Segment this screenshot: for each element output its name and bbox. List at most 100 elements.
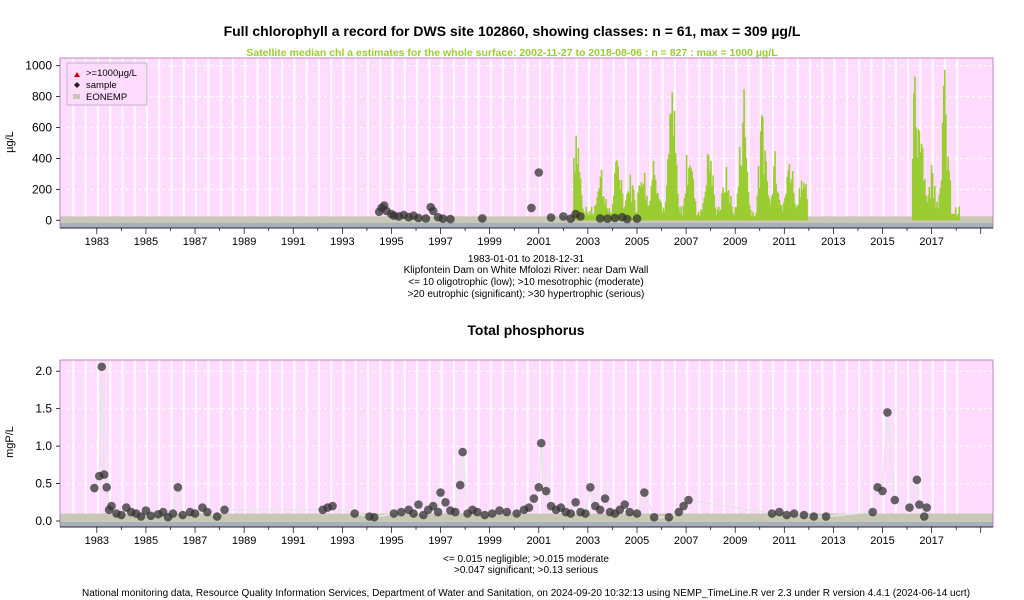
sample-point — [502, 507, 512, 517]
coverage-stripe — [391, 360, 394, 527]
satellite-bar — [775, 183, 777, 221]
sample-point — [640, 488, 649, 497]
satellite-bar — [668, 153, 670, 221]
sample-point — [922, 503, 932, 512]
sample-point — [396, 507, 406, 517]
satellite-bar — [602, 196, 605, 221]
satellite-bar — [638, 185, 640, 221]
satellite-bar — [736, 193, 739, 221]
satellite-bar — [745, 158, 748, 221]
x-tick-label: 1985 — [134, 236, 158, 248]
coverage-stripe — [882, 360, 885, 527]
satellite-bar — [661, 212, 664, 221]
bottom-band — [60, 522, 993, 527]
satellite-bar — [639, 186, 642, 221]
satellite-bar — [951, 213, 954, 221]
coverage-stripe — [919, 58, 922, 228]
x-tick-label: 2003 — [576, 236, 600, 248]
satellite-bar — [629, 174, 632, 221]
coverage-stripe — [575, 360, 578, 527]
satellite-bar — [777, 193, 780, 221]
satellite-bar — [717, 206, 720, 221]
coverage-stripe — [870, 58, 873, 228]
satellite-bar — [925, 195, 927, 221]
satellite-bar — [649, 200, 651, 221]
satellite-bar — [738, 146, 741, 221]
sample-point — [775, 507, 784, 517]
x-tick-label: 1987 — [183, 535, 207, 547]
satellite-bar — [671, 92, 674, 221]
y-tick-label: 0 — [45, 213, 52, 227]
sample-point — [512, 509, 521, 518]
satellite-bar — [612, 195, 615, 221]
coverage-stripe — [514, 360, 517, 527]
sample-point — [146, 511, 156, 521]
coverage-stripe — [158, 58, 161, 228]
satellite-bar — [576, 164, 579, 221]
satellite-bar — [678, 206, 680, 221]
sample-point — [905, 503, 914, 512]
y-tick-label: 1.5 — [35, 402, 52, 416]
satellite-bar — [621, 193, 624, 221]
coverage-stripe — [416, 58, 419, 228]
coverage-stripe — [465, 58, 468, 228]
satellite-bar — [701, 211, 703, 221]
legend-exceed-label: >=1000µg/L — [86, 68, 137, 79]
coverage-stripe — [735, 58, 738, 228]
satellite-bar — [677, 193, 679, 221]
satellite-bar — [791, 171, 794, 221]
x-tick-label: 1999 — [477, 535, 501, 547]
x-tick-label: 1985 — [134, 535, 158, 547]
satellite-bar — [597, 191, 600, 221]
x-tick-label: 2005 — [625, 535, 649, 547]
coverage-stripe — [256, 360, 259, 527]
coverage-stripe — [514, 58, 517, 228]
coverage-stripe — [907, 58, 910, 228]
satellite-bar — [772, 193, 774, 221]
chart1-caption-line-1: 1983-01-01 to 2018-12-31 — [468, 254, 585, 265]
satellite-bar — [594, 205, 596, 221]
sample-point — [878, 486, 887, 496]
satellite-bar — [804, 187, 806, 221]
coverage-stripe — [96, 58, 100, 228]
sample-point — [679, 501, 688, 511]
satellite-bar — [796, 205, 798, 221]
satellite-bar — [640, 182, 643, 221]
sample-point — [212, 512, 222, 521]
coverage-stripe — [882, 58, 885, 228]
sample-point — [414, 213, 423, 223]
satellite-bar — [593, 213, 595, 221]
satellite-bar — [714, 207, 717, 221]
satellite-bar — [766, 181, 769, 221]
coverage-stripe — [84, 360, 87, 527]
satellite-bar — [911, 158, 914, 221]
sample-point — [328, 501, 337, 511]
coverage-stripe — [195, 360, 198, 527]
coverage-stripe — [219, 360, 222, 527]
sample-point — [581, 509, 590, 518]
satellite-bar — [756, 195, 759, 221]
sample-point — [168, 509, 178, 518]
satellite-bar — [691, 171, 693, 221]
sample-point — [912, 475, 922, 485]
sample-point — [350, 509, 359, 518]
satellite-bar — [931, 173, 934, 221]
satellite-bar — [632, 189, 635, 221]
satellite-bar — [778, 199, 781, 221]
chart1-title: Full chlorophyll a record for DWS site 1… — [224, 23, 801, 39]
satellite-bar — [753, 217, 755, 221]
satellite-bar — [712, 175, 714, 221]
satellite-bar — [941, 122, 944, 221]
satellite-bar — [702, 203, 705, 221]
coverage-stripe — [686, 360, 689, 527]
satellite-bar — [784, 197, 786, 221]
coverage-stripe — [796, 58, 799, 228]
satellite-bar — [652, 160, 655, 221]
x-tick-label: 1995 — [379, 535, 403, 547]
sample-point — [102, 483, 111, 492]
satellite-bar — [601, 197, 604, 221]
satellite-bar — [940, 180, 943, 221]
sample-point — [446, 214, 455, 224]
sample-point — [369, 512, 379, 522]
satellite-bar — [743, 89, 745, 221]
